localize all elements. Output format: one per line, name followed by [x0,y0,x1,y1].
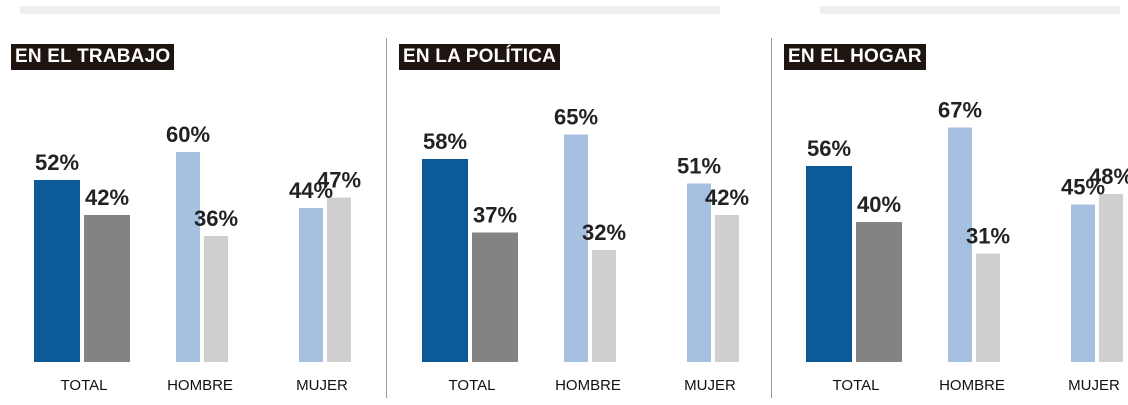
bar-mujer-b [327,197,351,362]
category-label-hombre: HOMBRE [939,377,1005,394]
bar-mujer-a [1071,204,1095,362]
category-label-mujer: MUJER [1068,377,1120,394]
value-label: 32% [582,220,626,245]
bar-hombre-b [204,236,228,362]
panel-title-hogar: EN EL HOGAR [784,44,926,70]
value-label: 47% [317,168,361,193]
bar-total-b [84,215,130,362]
bar-hombre-a [176,152,200,362]
bar-total-a [806,166,852,362]
value-label: 36% [194,206,238,231]
decorative-top-line [20,6,720,14]
value-label: 45% [1061,175,1105,200]
bar-hombre-a [564,134,588,362]
value-label: 44% [289,178,333,203]
value-label: 42% [85,185,129,210]
bar-hombre-b [976,253,1000,362]
category-label-hombre: HOMBRE [167,377,233,394]
value-label: 56% [807,136,851,161]
category-label-total: TOTAL [833,377,880,394]
value-label: 65% [554,105,598,130]
bar-hombre-b [592,250,616,362]
bar-mujer-a [687,183,711,362]
category-label-mujer: MUJER [296,377,348,394]
bar-hombre-a [948,127,972,362]
value-label: 60% [166,122,210,147]
panel-divider [771,38,772,398]
category-label-mujer: MUJER [684,377,736,394]
category-label-total: TOTAL [449,377,496,394]
bar-total-b [856,222,902,362]
bar-total-a [34,180,80,362]
value-label: 48% [1089,164,1128,189]
category-label-total: TOTAL [61,377,108,394]
value-label: 40% [857,192,901,217]
value-label: 42% [705,185,749,210]
bar-mujer-b [1099,194,1123,362]
panel-divider [386,38,387,398]
bar-total-b [472,232,518,362]
value-label: 37% [473,203,517,228]
bar-total-a [422,159,468,362]
panel-title-trabajo: EN EL TRABAJO [11,44,175,70]
decorative-top-line [820,6,1120,14]
value-label: 67% [938,98,982,123]
category-label-hombre: HOMBRE [555,377,621,394]
panel-title-politica: EN LA POLÍTICA [399,44,561,70]
bar-mujer-a [299,208,323,362]
bar-mujer-b [715,215,739,362]
value-label: 31% [966,224,1010,249]
value-label: 51% [677,154,721,179]
value-label: 58% [423,129,467,154]
value-label: 52% [35,150,79,175]
